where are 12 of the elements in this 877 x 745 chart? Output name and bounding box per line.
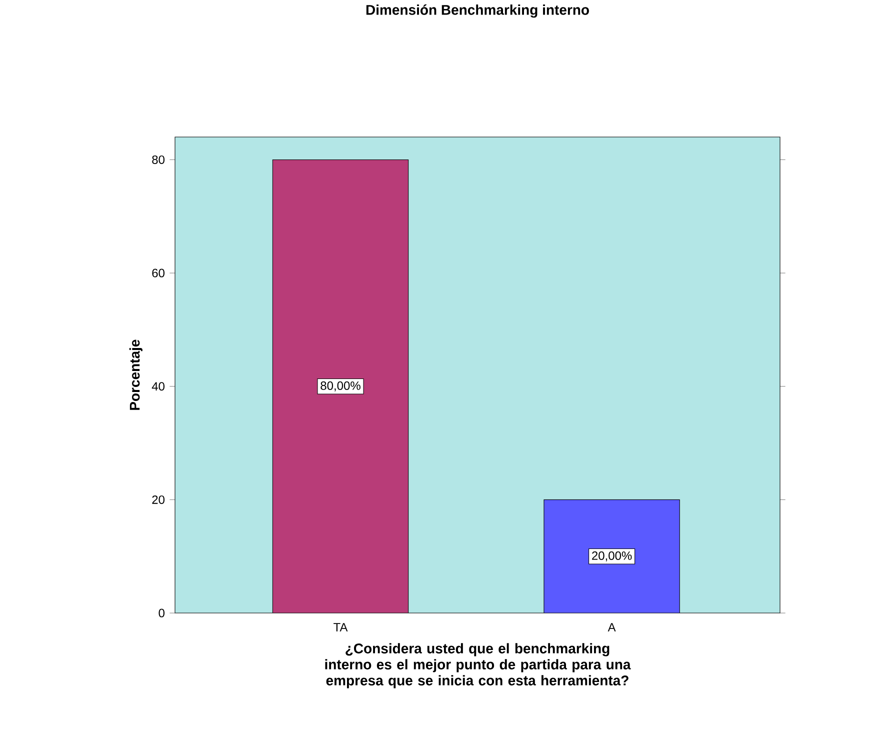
chart-title: Dimensión Benchmarking interno [366, 4, 589, 18]
y-axis-title: Porcentaje [129, 340, 142, 410]
data-label: 80,00% [320, 381, 360, 392]
y-tick-label: 0 [158, 608, 164, 618]
x-axis-title: ¿Considera usted que el benchmarking interno es el mejor punto de partida para una empresa que se inicia con esta herramienta? [325, 643, 631, 688]
y-tick-label: 80 [152, 155, 164, 164]
y-tick-label: 40 [152, 382, 164, 391]
x-tick-label: TA [334, 623, 348, 632]
y-tick-label: 20 [152, 495, 164, 504]
y-tick-label: 60 [152, 268, 164, 278]
data-label: 20,00% [592, 551, 632, 562]
x-tick-label: A [608, 623, 616, 632]
